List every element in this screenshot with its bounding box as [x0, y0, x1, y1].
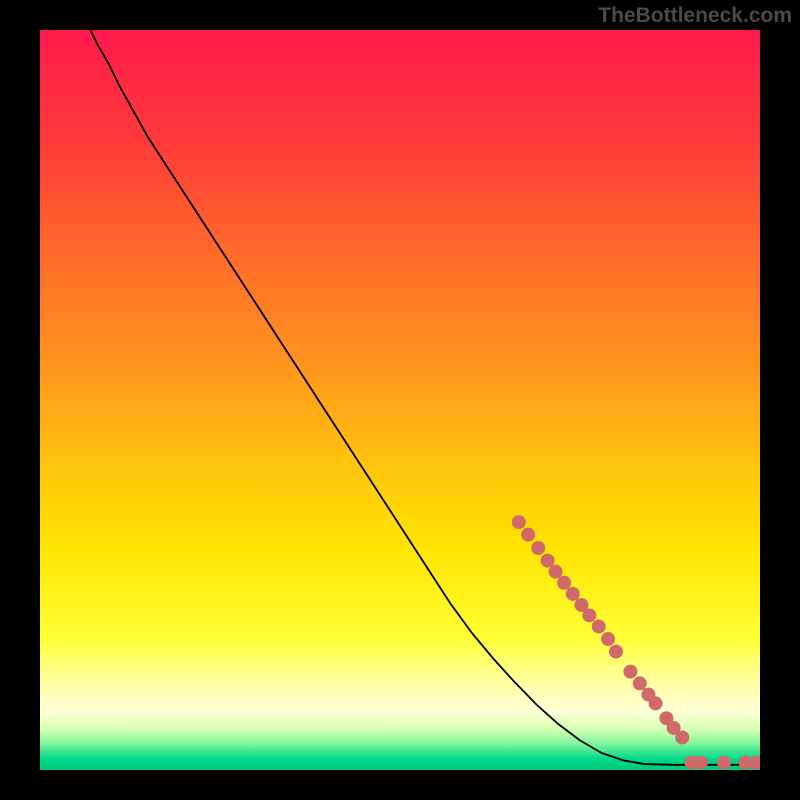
chart-marker-point	[623, 665, 637, 679]
chart-marker-point	[592, 619, 606, 633]
chart-marker-point	[694, 756, 708, 770]
chart-marker-point	[717, 756, 731, 770]
chart-marker-point	[521, 528, 535, 542]
chart-marker-point	[675, 730, 689, 744]
chart-marker-point	[582, 608, 596, 622]
chart-marker-point	[609, 645, 623, 659]
chart-marker-point	[512, 515, 526, 529]
chart-plot-area	[40, 30, 760, 770]
watermark-label: TheBottleneck.com	[598, 4, 792, 28]
chart-marker-point	[649, 696, 663, 710]
chart-marker-point	[566, 587, 580, 601]
chart-svg	[40, 30, 760, 770]
chart-marker-point	[549, 565, 563, 579]
chart-marker-point	[531, 541, 545, 555]
chart-marker-point	[601, 632, 615, 646]
chart-marker-point	[557, 576, 571, 590]
chart-background-gradient	[40, 30, 760, 770]
chart-marker-point	[633, 676, 647, 690]
